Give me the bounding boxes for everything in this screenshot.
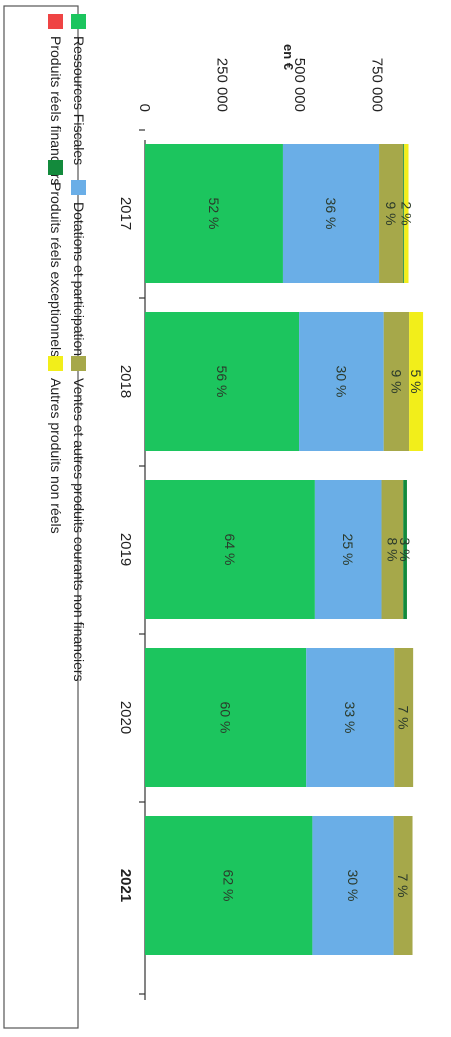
x-tick-label: 2021: [117, 869, 134, 902]
bar-segment: [145, 144, 283, 283]
y-tick-label: 250 000: [214, 58, 231, 112]
legend-label: Autres produits non réels: [48, 378, 64, 534]
bar-segment: [145, 648, 307, 787]
bar-segment: [393, 816, 413, 955]
data-label: 60 %: [218, 702, 234, 734]
bar-segment: [379, 144, 404, 283]
y-tick-label: 0: [136, 104, 153, 112]
data-label: 7 %: [395, 873, 411, 897]
data-label: 56 %: [214, 366, 230, 398]
legend-swatch: [71, 356, 86, 371]
legend-swatch: [71, 180, 86, 195]
legend: Ressources Fiscales Dotations et particip…: [48, 14, 87, 682]
data-label: 30 %: [333, 366, 349, 398]
data-label: 5 %: [408, 369, 424, 393]
bar-segment: [145, 480, 315, 619]
bar-segment: [312, 816, 394, 955]
bar-segment: [145, 312, 300, 451]
legend-label: Ventes et autres produits courants non f…: [71, 378, 87, 682]
data-label: 9 %: [388, 369, 404, 393]
bar-segment: [394, 648, 414, 787]
data-label: 30 %: [345, 870, 361, 902]
legend-label: Ressources Fiscales: [71, 36, 87, 165]
x-tick-label: 2017: [117, 197, 134, 230]
data-label: 62 %: [221, 870, 237, 902]
bar-segment: [306, 648, 395, 787]
legend-label: Produits réels exceptionnels: [48, 182, 64, 357]
data-label: 9 %: [383, 201, 399, 225]
bar-segment: [409, 312, 424, 451]
legend-label: Dotations et participations: [71, 202, 87, 363]
data-label: 52 %: [206, 198, 222, 230]
data-label: 36 %: [323, 198, 339, 230]
bar-segment: [404, 144, 409, 283]
legend-swatch: [71, 14, 86, 29]
data-label: 64 %: [222, 534, 238, 566]
x-tick-label: 2018: [117, 365, 134, 398]
data-label: 2 %: [398, 201, 414, 225]
data-label: 25 %: [340, 534, 356, 566]
legend-swatch: [48, 356, 63, 371]
bar-segment: [145, 816, 313, 955]
bar-segment: [282, 144, 380, 283]
bar-segment: [299, 312, 384, 451]
bar-segment: [314, 480, 382, 619]
data-label: 33 %: [342, 702, 358, 734]
y-tick-label: 500 000: [291, 58, 308, 112]
y-axis-unit-label: en €: [281, 44, 296, 70]
bar-segment: [403, 480, 407, 619]
x-tick-label: 2019: [117, 533, 134, 566]
x-tick-label: 2020: [117, 701, 134, 734]
bar-segment: [381, 480, 404, 619]
legend-swatch: [48, 160, 63, 175]
legend-label: Produits réels financiers: [48, 36, 64, 185]
bar-segment: [403, 144, 405, 283]
data-label: 3 %: [397, 537, 413, 561]
legend-swatch: [48, 14, 63, 29]
y-tick-label: 750 000: [369, 58, 386, 112]
bar-segment: [383, 312, 410, 451]
data-label: 8 %: [384, 537, 400, 561]
data-label: 7 %: [396, 705, 412, 729]
legend-frame: [3, 5, 79, 1029]
